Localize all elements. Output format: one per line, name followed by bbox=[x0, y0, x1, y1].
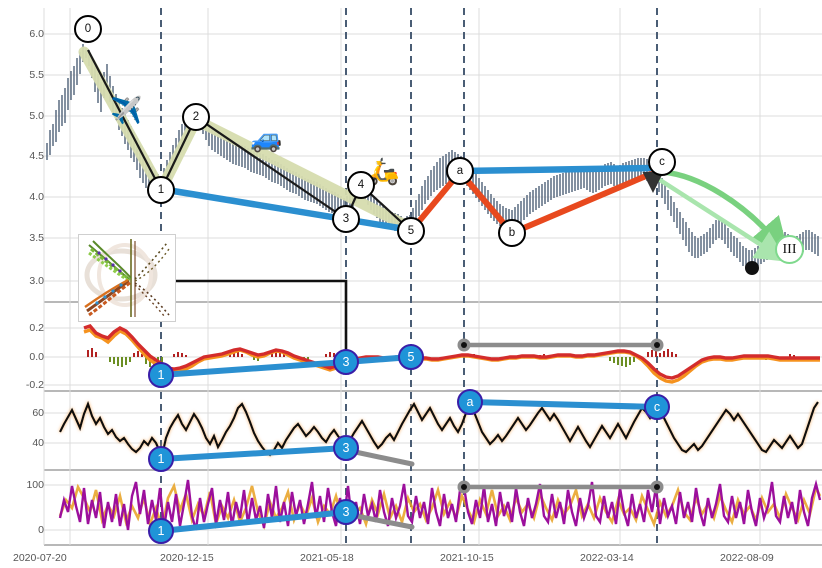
kdj-marker-3[interactable]: 3 bbox=[333, 499, 359, 525]
inset-leader-line bbox=[176, 279, 348, 362]
wave-marker-5-label: 5 bbox=[407, 225, 415, 237]
y-tick-price-0: 6.0 bbox=[29, 28, 44, 40]
macd-line bbox=[83, 324, 820, 380]
trendline-1-5-blue[interactable] bbox=[157, 185, 415, 234]
macd-divergence[interactable] bbox=[457, 338, 664, 352]
wave-marker-1[interactable]: 1 bbox=[147, 176, 175, 204]
y-tick-rsi-1: 40 bbox=[32, 437, 44, 449]
wave-marker-2[interactable]: 2 bbox=[182, 103, 210, 131]
macd-marker-5[interactable]: 5 bbox=[398, 344, 424, 370]
wave-marker-b-label: b bbox=[508, 227, 516, 239]
forecast-marker-label: III bbox=[782, 241, 797, 257]
wave-marker-1-label: 1 bbox=[157, 184, 165, 196]
rsi-marker-a[interactable]: a bbox=[457, 389, 483, 415]
macd-marker-3-label: 3 bbox=[342, 355, 350, 369]
rsi-marker-3-label: 3 bbox=[342, 441, 350, 455]
y-tick-macd-2: -0.2 bbox=[25, 379, 44, 391]
wave-marker-0[interactable]: 0 bbox=[74, 15, 102, 43]
y-tick-rsi-0: 60 bbox=[32, 407, 44, 419]
rsi-marker-3[interactable]: 3 bbox=[333, 435, 359, 461]
wave-marker-4-label: 4 bbox=[357, 179, 365, 191]
price-end-dot bbox=[745, 261, 759, 275]
macd-marker-3[interactable]: 3 bbox=[333, 349, 359, 375]
y-tick-kdj-1: 0 bbox=[38, 524, 44, 536]
forecast-marker-III[interactable]: III bbox=[775, 235, 804, 264]
wave-marker-a-label: a bbox=[456, 165, 464, 177]
y-tick-kdj-0: 100 bbox=[26, 479, 44, 491]
wave-marker-3-label: 3 bbox=[342, 213, 350, 225]
wave-marker-b[interactable]: b bbox=[498, 219, 526, 247]
y-tick-macd-0: 0.2 bbox=[29, 322, 44, 334]
wave-marker-a[interactable]: a bbox=[446, 157, 474, 185]
kdj-marker-1-label: 1 bbox=[157, 524, 165, 538]
y-tick-macd-1: 0.0 bbox=[29, 351, 44, 363]
wave-marker-c-label: c bbox=[659, 156, 665, 168]
y-tick-price-3: 4.5 bbox=[29, 150, 44, 162]
wave-marker-5[interactable]: 5 bbox=[397, 217, 425, 245]
trendline-abc-orange[interactable] bbox=[408, 169, 656, 236]
y-tick-price-4: 4.0 bbox=[29, 191, 44, 203]
x-tick-2: 2021-05-18 bbox=[300, 552, 354, 564]
rsi-marker-1-label: 1 bbox=[157, 452, 165, 466]
wave-marker-0-label: 0 bbox=[84, 23, 92, 35]
rsi-marker-c-label: c bbox=[653, 400, 661, 414]
rsi-marker-1[interactable]: 1 bbox=[148, 446, 174, 472]
rsi-marker-c[interactable]: c bbox=[644, 394, 670, 420]
car-emoji: 🚙 bbox=[250, 123, 283, 153]
wave-marker-c[interactable]: c bbox=[648, 148, 676, 176]
rsi-series bbox=[59, 400, 819, 457]
inset-pattern-thumbnail[interactable] bbox=[78, 234, 176, 322]
x-tick-1: 2020-12-15 bbox=[160, 552, 214, 564]
macd-marker-1-label: 1 bbox=[157, 368, 165, 382]
kdj-markers-lines[interactable] bbox=[158, 480, 664, 534]
wave-marker-4[interactable]: 4 bbox=[347, 171, 375, 199]
x-tick-4: 2022-03-14 bbox=[580, 552, 634, 564]
kdj-marker-3-label: 3 bbox=[342, 505, 350, 519]
wave-marker-3[interactable]: 3 bbox=[332, 205, 360, 233]
trendline-a-c-blue[interactable] bbox=[456, 164, 659, 175]
y-tick-price-2: 5.0 bbox=[29, 110, 44, 122]
x-tick-0: 2020-07-20 bbox=[13, 552, 67, 564]
wave-marker-2-label: 2 bbox=[192, 111, 200, 123]
rsi-marker-a-label: a bbox=[466, 395, 474, 409]
x-tick-3: 2021-10-15 bbox=[440, 552, 494, 564]
macd-marker-1[interactable]: 1 bbox=[148, 362, 174, 388]
inset-pattern-svg bbox=[84, 239, 170, 318]
x-tick-5: 2022-08-09 bbox=[720, 552, 774, 564]
kdj-marker-1[interactable]: 1 bbox=[148, 518, 174, 544]
y-tick-price-5: 3.5 bbox=[29, 232, 44, 244]
airplane-emoji: ✈️ bbox=[110, 95, 143, 125]
kdj-series bbox=[58, 479, 822, 531]
forecast-arrows bbox=[657, 169, 790, 262]
y-tick-price-6: 3.0 bbox=[29, 275, 44, 287]
macd-marker-5-label: 5 bbox=[407, 350, 415, 364]
y-tick-price-1: 5.5 bbox=[29, 69, 44, 81]
